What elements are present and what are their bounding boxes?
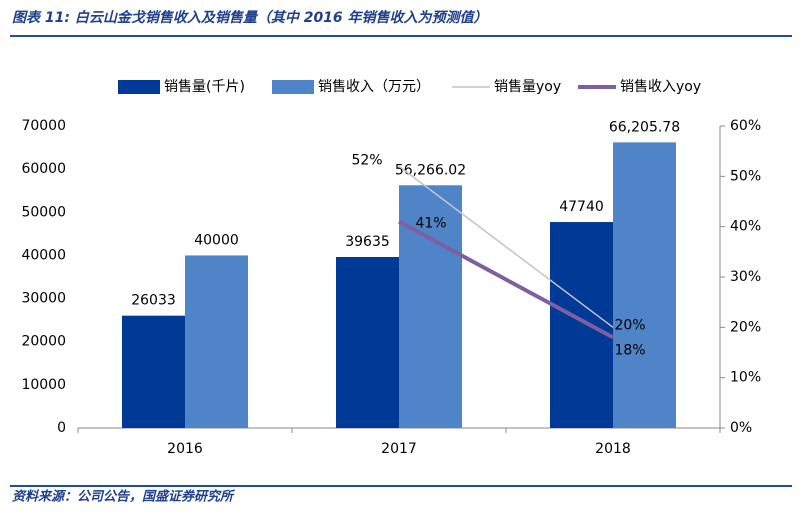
legend-swatch: [272, 80, 314, 94]
line-label: 52%: [351, 152, 382, 168]
y-tick-label: 30000: [21, 291, 66, 307]
line: [398, 219, 614, 340]
bar-label: 47740: [559, 199, 604, 215]
line-label: 41%: [415, 216, 446, 232]
bar-label: 56,266.02: [395, 162, 466, 178]
y2-tick-label: 0%: [730, 420, 752, 436]
line-label: 20%: [614, 317, 645, 333]
y2-tick-label: 30%: [730, 269, 761, 285]
x-tick-label: 2016: [167, 441, 203, 457]
x-tick-label: 2018: [595, 441, 631, 457]
legend-label: 销售收入yoy: [620, 79, 701, 95]
y-tick-label: 20000: [21, 334, 66, 350]
y-tick-label: 60000: [21, 161, 66, 177]
y2-tick-label: 40%: [730, 219, 761, 235]
bar-label: 40000: [194, 232, 239, 248]
y2-tick-label: 10%: [730, 370, 761, 386]
bar: [336, 257, 399, 428]
y-tick-label: 70000: [21, 118, 66, 134]
y-tick-label: 0: [57, 420, 66, 436]
line: [398, 165, 614, 328]
bar-label: 39635: [345, 234, 390, 250]
source: 资料来源：公司公告，国盛证券研究所: [12, 489, 236, 505]
y-tick-label: 40000: [21, 247, 66, 263]
bar-label: 26033: [131, 293, 176, 309]
bar-label: 66,205.78: [609, 119, 680, 135]
bar: [613, 142, 676, 428]
legend-label: 销售收入（万元）: [318, 79, 430, 95]
bar: [550, 222, 613, 428]
y2-tick-label: 20%: [730, 319, 761, 335]
legend-swatch: [118, 80, 160, 94]
y2-tick-label: 50%: [730, 168, 761, 184]
x-tick-label: 2017: [381, 441, 417, 457]
line-label: 18%: [614, 342, 645, 358]
chart-title: 图表 11: 白云山金戈销售收入及销售量（其中 2016 年销售收入为预测值）: [12, 9, 488, 26]
y2-tick-label: 60%: [730, 118, 761, 134]
legend-label: 销售量(千片): [164, 79, 245, 95]
y-tick-label: 10000: [21, 377, 66, 393]
legend-label: 销售量yoy: [494, 79, 561, 95]
y-tick-label: 50000: [21, 204, 66, 220]
bar: [122, 315, 185, 428]
bar: [185, 255, 248, 428]
